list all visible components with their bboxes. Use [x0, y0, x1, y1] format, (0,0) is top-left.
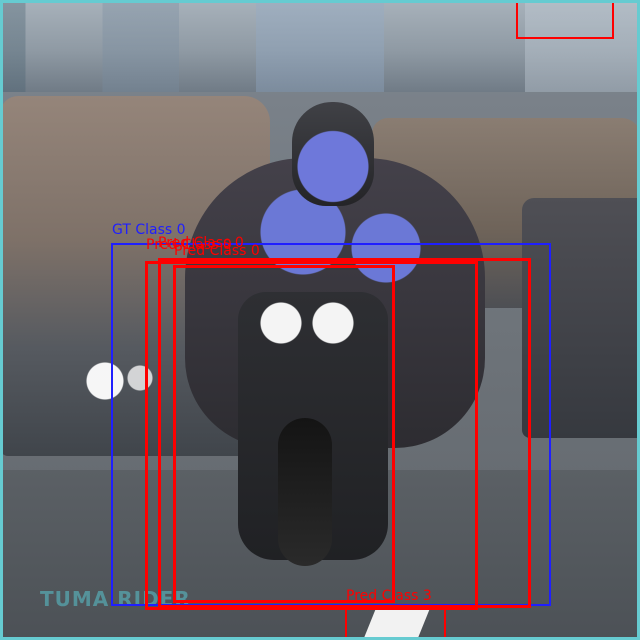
street-background — [0, 0, 640, 92]
right-car-side — [522, 198, 640, 438]
watermark: TUMA RIDER — [40, 587, 191, 611]
front-wheel — [278, 418, 332, 566]
motorcycle-rider-head — [292, 102, 374, 206]
